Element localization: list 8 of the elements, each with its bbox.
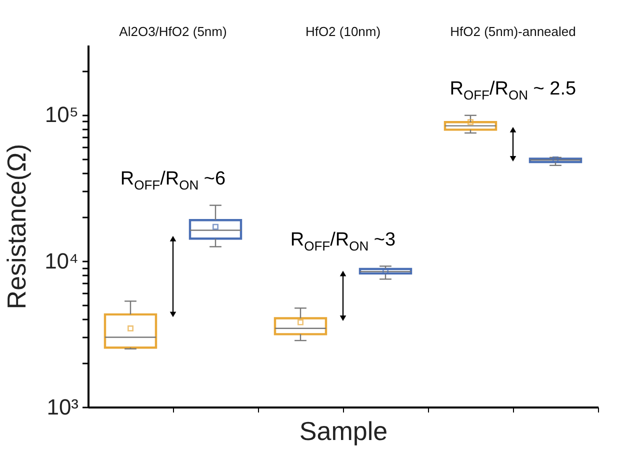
text: HfO2 (5nm)-annealed	[450, 24, 576, 39]
text: HfO2 (10nm)	[305, 24, 381, 39]
y-tick-label: 10³	[46, 394, 78, 420]
y-axis-title: Resistance(Ω)	[2, 144, 32, 310]
y-tick-label: 10⁵	[44, 102, 78, 128]
text: Al2O3/HfO2 (5nm)	[119, 24, 227, 39]
x-axis-title: Sample	[299, 416, 388, 446]
y-tick-label: 10⁴	[44, 248, 78, 274]
